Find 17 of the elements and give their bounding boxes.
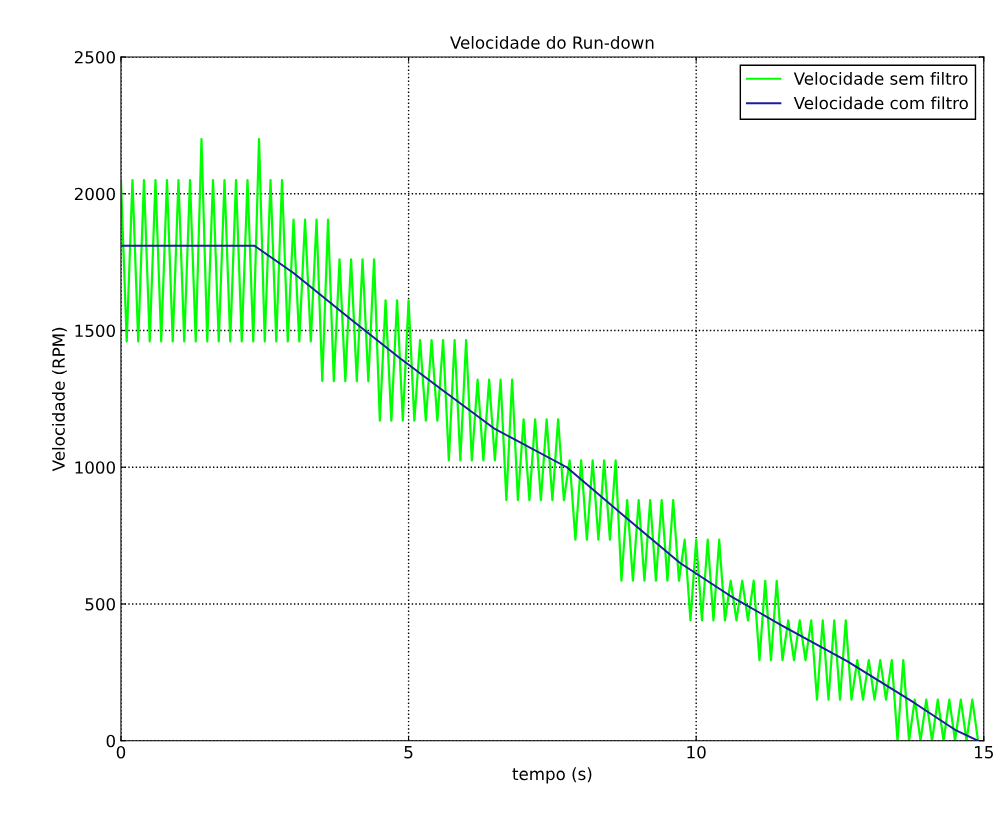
x-tick-label: 5: [404, 746, 413, 759]
x-axis-title: tempo (s): [512, 767, 592, 784]
y-tick-label: 0: [106, 734, 115, 748]
x-tick-label: 15: [975, 746, 993, 759]
y-tick-label: 500: [85, 597, 115, 611]
line-series: [120, 137, 980, 741]
chart-title: Velocidade do Run-down: [450, 35, 654, 49]
x-tick-label: 0: [116, 745, 126, 759]
y-tick-label: 2500: [74, 50, 115, 64]
line-series: [120, 244, 980, 741]
y-tick-label: 2000: [74, 187, 115, 201]
y-tick-label: 1000: [75, 461, 115, 474]
y-axis-title: Velocidade (RPM): [52, 327, 67, 472]
x-tick-label: 10: [687, 745, 706, 759]
legend-label: Velocidade com filtro: [793, 96, 968, 110]
y-tick-label: 1500: [75, 324, 115, 338]
legend-label: Velocidade sem filtro: [793, 71, 968, 85]
